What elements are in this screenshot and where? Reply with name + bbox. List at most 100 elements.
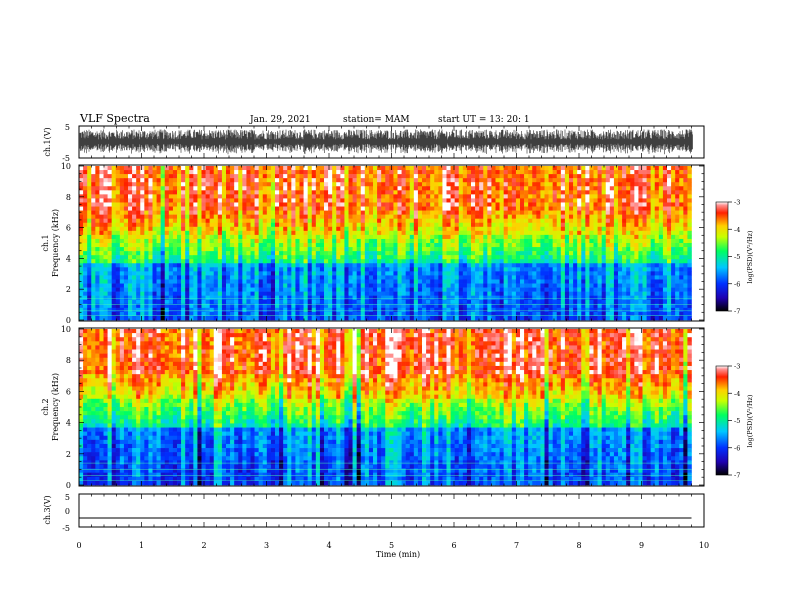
spectrogram-cell	[417, 186, 423, 191]
spectrogram-cell	[283, 178, 288, 183]
spectrogram-cell	[434, 190, 439, 195]
spectrogram-cell	[658, 234, 664, 240]
spectrogram-cell	[311, 230, 317, 236]
spectrogram-cell	[413, 222, 419, 228]
spectrogram-cell	[438, 226, 443, 232]
spectrogram-cell	[499, 271, 504, 276]
spectrogram-cell	[613, 178, 619, 183]
spectrogram-cell	[279, 267, 284, 272]
spectrogram-cell	[148, 218, 153, 224]
spectrogram-cell	[422, 214, 427, 219]
spectrogram-cell	[197, 202, 202, 207]
spectrogram-cell	[679, 202, 684, 207]
spectrogram-cell	[115, 259, 121, 264]
spectrogram-cell	[201, 255, 206, 260]
spectrogram-cell	[136, 170, 141, 175]
spectrogram-cell	[515, 230, 521, 236]
spectrogram-cell	[683, 259, 688, 264]
spectrogram-cell	[524, 291, 529, 296]
spectrogram-cell	[613, 275, 619, 280]
spectrogram-cell	[434, 226, 439, 232]
spectrogram-cell	[622, 247, 627, 252]
spectrogram-cell	[679, 263, 684, 268]
spectrogram-cell	[646, 255, 651, 260]
spectrogram-cell	[466, 243, 472, 248]
spectrogram-cell	[91, 279, 96, 284]
spectrogram-cell	[356, 226, 362, 232]
spectrogram-cell	[144, 170, 149, 175]
spectrogram-cell	[148, 190, 153, 195]
spectrogram-cell	[213, 182, 219, 187]
spectrogram-cell	[511, 198, 517, 203]
spectrogram-cell	[356, 190, 362, 195]
spectrogram-cell	[650, 263, 656, 268]
spectrogram-cell	[83, 263, 88, 268]
spectrogram-cell	[172, 194, 178, 199]
spectrogram-cell	[83, 182, 88, 187]
spectrogram-cell	[446, 198, 451, 203]
spectrogram-cell	[144, 166, 149, 171]
spectrogram-cell	[193, 194, 198, 199]
spectrogram-cell	[622, 271, 627, 276]
spectrogram-cell	[177, 283, 182, 288]
spectrogram-cell	[540, 255, 545, 260]
spectrogram-cell	[91, 287, 96, 292]
spectrogram-cell	[246, 267, 251, 272]
spectrogram-cell	[479, 182, 484, 187]
spectrogram-cell	[356, 271, 362, 276]
spectrogram-cell	[438, 275, 443, 280]
spectrogram-cell	[172, 279, 178, 284]
spectrogram-cell	[401, 174, 406, 179]
spectrogram-cell	[569, 255, 574, 260]
spectrogram-cell	[373, 166, 378, 171]
spectrogram-cell	[650, 206, 656, 211]
spectrogram-cell	[597, 259, 602, 264]
spectrogram-cell	[401, 202, 406, 207]
spectrogram-cell	[230, 190, 235, 195]
spectrogram-cell	[577, 198, 582, 203]
spectrogram-cell	[601, 186, 607, 191]
spectrogram-cell	[446, 291, 451, 296]
spectrogram-cell	[503, 166, 509, 171]
spectrogram-cell	[311, 287, 317, 292]
spectrogram-cell	[638, 247, 643, 252]
spectrogram-cell	[389, 287, 394, 292]
spectrogram-cell	[168, 194, 174, 199]
spectrogram-cell	[344, 271, 349, 276]
spectrogram-cell	[311, 178, 317, 183]
spectrogram-cell	[634, 210, 639, 215]
spectrogram-cell	[279, 259, 284, 264]
spectrogram-cell	[471, 202, 476, 207]
spectrogram-cell	[434, 247, 439, 252]
spectrogram-cell	[413, 283, 419, 288]
spectrogram-cell	[446, 238, 451, 244]
spectrogram-cell	[111, 279, 117, 284]
spectrogram-cell	[381, 238, 386, 244]
spectrogram-cell	[315, 271, 321, 276]
spectrogram-cell	[377, 222, 382, 228]
spectrogram-cell	[487, 186, 492, 191]
spectrogram-cell	[683, 238, 688, 244]
spectrogram-cell	[491, 202, 496, 207]
spectrogram-cell	[491, 174, 496, 179]
spectrogram-cell	[475, 202, 480, 207]
spectrogram-cell	[646, 259, 651, 264]
spectrogram-cell	[226, 238, 231, 244]
spectrogram-cell	[671, 174, 676, 179]
spectrogram-cell	[275, 182, 280, 187]
spectrogram-cell	[671, 259, 676, 264]
spectrogram-cell	[573, 186, 578, 191]
spectrogram-cell	[658, 222, 664, 228]
spectrogram-cell	[569, 210, 574, 215]
spectrogram-cell	[295, 251, 300, 256]
spectrogram-cell	[262, 238, 268, 244]
spectrogram-cell	[638, 166, 643, 171]
spectrogram-cell	[548, 267, 553, 272]
spectrogram-cell	[491, 287, 496, 292]
spectrogram-cell	[360, 247, 366, 252]
spectrogram-cell	[160, 291, 166, 296]
spectrogram-cell	[234, 247, 239, 252]
spectrogram-cell	[556, 178, 562, 183]
spectrogram-cell	[324, 238, 329, 244]
spectrogram-cell	[466, 170, 472, 175]
